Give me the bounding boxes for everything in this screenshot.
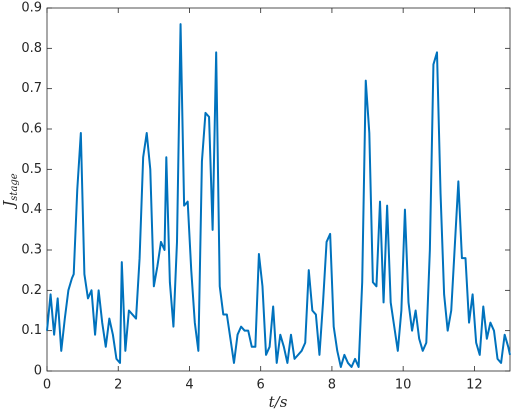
y-axis-label: Jstage xyxy=(0,173,20,210)
x-tick-label: 2 xyxy=(114,378,122,393)
x-axis-label: t/s xyxy=(269,393,288,411)
x-tick-label: 10 xyxy=(395,378,412,393)
plot-frame xyxy=(46,7,511,372)
y-tick-label: 0.6 xyxy=(21,122,42,137)
y-tick-label: 0.7 xyxy=(21,81,42,96)
y-tick-label: 0.2 xyxy=(21,283,42,298)
x-tick-label: 12 xyxy=(466,378,483,393)
y-tick-label: 0.3 xyxy=(21,243,42,258)
y-tick-label: 0.9 xyxy=(21,1,42,16)
data-line xyxy=(46,23,511,368)
x-tick-label: 8 xyxy=(328,378,336,393)
x-tick-label: 0 xyxy=(43,378,51,393)
y-label-subscript: stage xyxy=(9,173,20,201)
y-tick-label: 0 xyxy=(34,364,42,379)
y-tick-label: 0.1 xyxy=(21,323,42,338)
y-tick-label: 0.5 xyxy=(21,162,42,177)
x-tick-label: 6 xyxy=(257,378,265,393)
x-tick-label: 4 xyxy=(185,378,193,393)
y-tick-label: 0.4 xyxy=(21,202,42,217)
y-label-main: J xyxy=(0,200,18,210)
y-tick-label: 0.8 xyxy=(21,41,42,56)
